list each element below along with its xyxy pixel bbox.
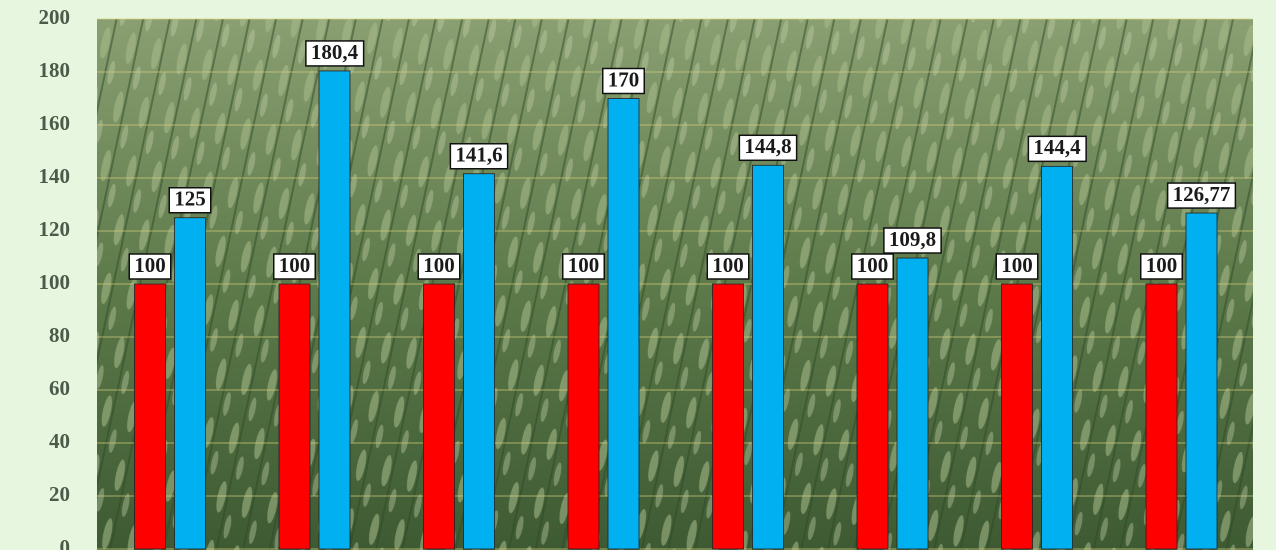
value-label: 100 xyxy=(279,253,311,277)
bar xyxy=(896,257,929,550)
value-label-box xyxy=(1166,182,1237,209)
y-tick-label: 0 xyxy=(60,535,71,550)
value-label: 100 xyxy=(1146,253,1178,277)
value-label-box xyxy=(128,253,172,280)
value-label: 109,8 xyxy=(889,227,936,251)
value-label-box xyxy=(851,253,894,280)
value-label: 125 xyxy=(174,187,206,211)
bar xyxy=(567,283,600,550)
y-tick-label: 80 xyxy=(49,323,70,347)
bar xyxy=(1041,165,1073,550)
y-tick-label: 120 xyxy=(39,217,71,241)
bar xyxy=(752,164,784,550)
value-label: 100 xyxy=(134,253,166,277)
value-label: 170 xyxy=(608,67,640,91)
value-label: 100 xyxy=(1001,253,1033,277)
value-label: 144,8 xyxy=(744,134,791,158)
bar xyxy=(463,173,495,550)
value-label-box xyxy=(168,187,212,214)
value-label-box xyxy=(1140,253,1183,280)
value-label: 144,4 xyxy=(1033,135,1081,159)
bar xyxy=(134,283,166,550)
bar xyxy=(856,283,889,550)
bar xyxy=(607,98,640,550)
bar xyxy=(712,283,744,550)
value-label-box xyxy=(273,253,316,280)
value-label-box xyxy=(1027,135,1087,163)
value-label-box xyxy=(706,253,750,280)
bar xyxy=(278,283,311,550)
value-label-box xyxy=(602,67,645,95)
value-label: 100 xyxy=(712,253,744,277)
bar xyxy=(423,283,455,550)
value-label-box xyxy=(995,253,1039,280)
y-tick-label: 180 xyxy=(39,58,71,82)
value-label: 126,77 xyxy=(1173,182,1231,206)
y-tick-label: 100 xyxy=(39,270,71,294)
value-label: 141,6 xyxy=(455,143,502,167)
value-label-box xyxy=(562,253,605,280)
y-tick-label: 200 xyxy=(39,5,71,29)
value-label-box xyxy=(449,143,509,170)
bar xyxy=(318,70,351,550)
value-label-box xyxy=(883,227,942,254)
y-tick-label: 160 xyxy=(39,111,71,135)
bar xyxy=(1001,283,1033,550)
value-label: 100 xyxy=(423,253,455,277)
y-tick-label: 60 xyxy=(49,376,70,400)
bar xyxy=(1145,283,1178,550)
bar xyxy=(174,217,206,550)
value-label: 100 xyxy=(568,253,600,277)
value-label-box xyxy=(738,134,798,162)
y-tick-label: 40 xyxy=(49,429,70,453)
bar xyxy=(1185,212,1218,550)
value-label: 180,4 xyxy=(311,40,359,64)
value-label-box xyxy=(417,253,461,280)
y-tick-label: 20 xyxy=(49,482,70,506)
value-label-box xyxy=(305,40,365,67)
y-tick-label: 140 xyxy=(39,164,71,188)
value-label: 100 xyxy=(857,253,889,277)
